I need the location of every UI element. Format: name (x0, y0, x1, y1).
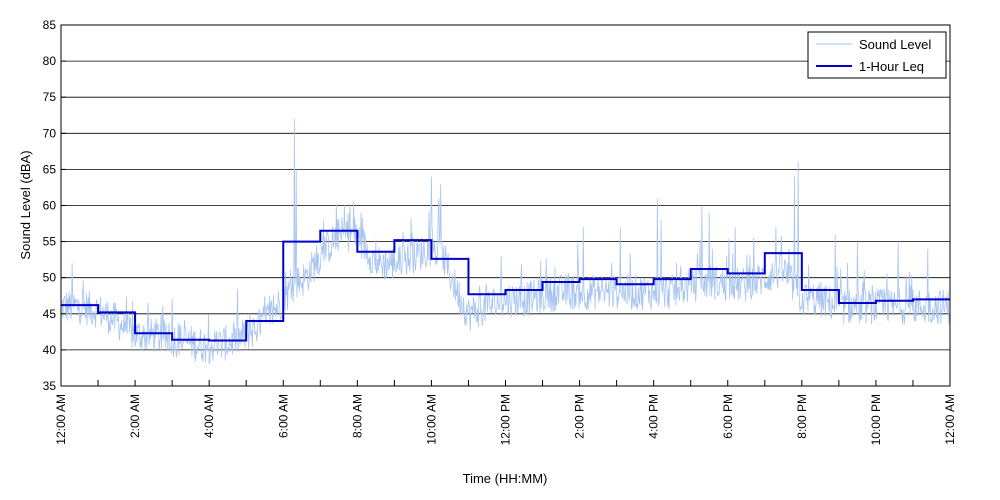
legend-label-leq: 1-Hour Leq (859, 59, 924, 74)
y-tick-label: 85 (43, 18, 57, 32)
x-tick-label: 10:00 PM (869, 394, 883, 445)
x-tick-label: 12:00 AM (54, 394, 68, 445)
y-axis-title: Sound Level (dBA) (18, 150, 33, 259)
y-tick-label: 35 (43, 379, 57, 393)
x-tick-label: 6:00 AM (276, 394, 290, 438)
x-tick-label: 12:00 AM (943, 394, 957, 445)
x-tick-label: 2:00 AM (128, 394, 142, 438)
y-tick-label: 50 (43, 271, 57, 285)
y-tick-label: 55 (43, 235, 57, 249)
x-tick-label: 6:00 PM (721, 394, 735, 439)
y-tick-label: 40 (43, 343, 57, 357)
x-tick-label: 10:00 AM (424, 394, 438, 445)
x-tick-label: 4:00 PM (647, 394, 661, 439)
x-tick-label: 8:00 PM (795, 394, 809, 439)
x-tick-labels: 12:00 AM 2:00 AM 4:00 AM 6:00 AM 8:00 AM 10:0… (54, 394, 957, 445)
x-tick-label: 8:00 AM (350, 394, 364, 438)
legend: Sound Level 1-Hour Leq (807, 31, 947, 79)
x-tick-label: 12:00 PM (499, 394, 513, 445)
y-tick-label: 65 (43, 162, 57, 176)
legend-box (807, 31, 947, 79)
y-tick-label: 75 (43, 90, 57, 104)
y-tick-label: 70 (43, 126, 57, 140)
axis-ticks (60, 24, 951, 387)
y-tick-labels: 35 40 45 50 55 60 65 70 75 80 85 (43, 18, 57, 393)
sound-level-series (60, 118, 951, 365)
leq-series (61, 229, 950, 342)
y-tick-label: 45 (43, 307, 57, 321)
x-tick-label: 4:00 AM (202, 394, 216, 438)
x-axis-title: Time (HH:MM) (463, 471, 548, 486)
x-tick-label: 2:00 PM (573, 394, 587, 439)
y-tick-label: 80 (43, 54, 57, 68)
sound-level-line (60, 118, 951, 365)
y-tick-label: 60 (43, 199, 57, 213)
leq-step-line (61, 229, 950, 342)
legend-label-sound-level: Sound Level (859, 37, 931, 52)
